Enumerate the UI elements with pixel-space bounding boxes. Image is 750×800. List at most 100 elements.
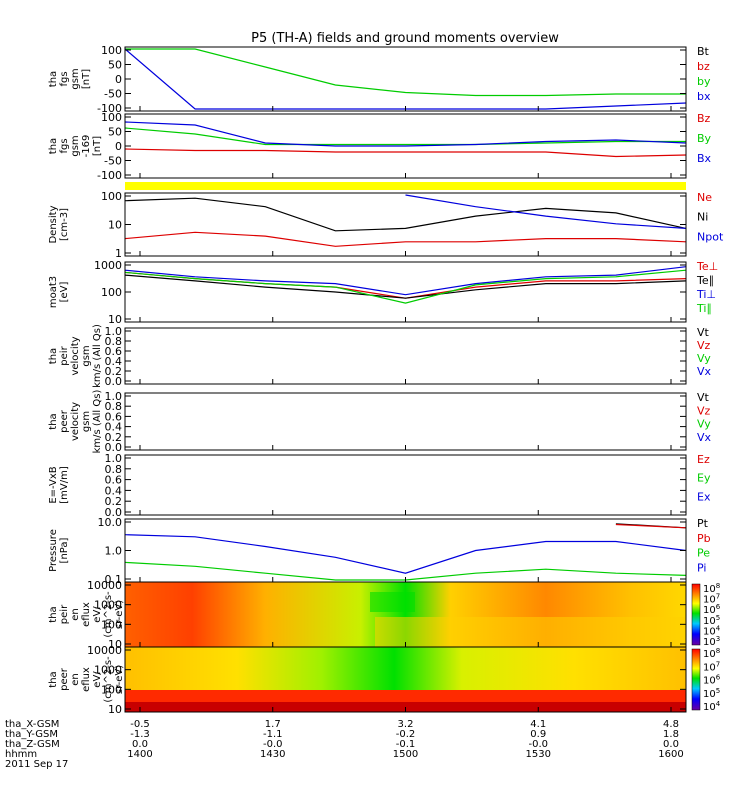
x-tick-label: 1.7 <box>265 719 281 730</box>
y-axis-label: [eV] <box>59 282 70 303</box>
y-tick-label: 50 <box>108 59 122 72</box>
x-tick-label: 1500 <box>393 749 418 760</box>
y-tick-label: 0.2 <box>105 365 123 378</box>
y-axis-label: [nT] <box>81 69 92 89</box>
y-axis-label: sr-eV) <box>114 665 125 694</box>
x-tick-label: -0.2 <box>396 729 416 740</box>
x-tick-label: -1.3 <box>130 729 150 740</box>
legend-entry: Pe <box>697 547 710 560</box>
y-tick-label: 0.0 <box>105 506 123 519</box>
legend-entry: Te⊥ <box>696 260 718 273</box>
series-line-Te∥ <box>124 274 687 299</box>
y-axis-label: gsm <box>81 411 92 432</box>
x-row-label: 2011 Sep 17 <box>5 759 68 770</box>
x-tick-label: -1.1 <box>263 729 283 740</box>
y-tick-label: 100 <box>101 44 122 57</box>
series-line-Bx <box>124 121 687 147</box>
colorbar-label: 104 <box>703 700 721 713</box>
y-tick-label: 100 <box>101 111 122 124</box>
chart-title: P5 (TH-A) fields and ground moments over… <box>251 31 559 46</box>
x-row-label: hhmm <box>5 749 37 760</box>
legend-entry: Te∥ <box>696 274 714 287</box>
legend-entry: bz <box>697 60 710 73</box>
legend-entry: Pb <box>697 532 711 545</box>
y-tick-label: 0.4 <box>105 355 123 368</box>
y-axis-label: (cm^2-s- <box>103 656 114 703</box>
y-axis-label: peir <box>59 604 70 624</box>
y-axis-label: en <box>70 673 81 686</box>
y-axis-label: tha <box>48 671 59 687</box>
y-tick-label: 100 <box>101 190 122 203</box>
legend-entry: Ti⊥ <box>696 288 716 301</box>
panel-frame-density <box>124 192 687 257</box>
y-tick-label: 0 <box>115 73 122 86</box>
y-axis-label: [nPa] <box>59 537 70 563</box>
y-axis-label: moat3 <box>48 276 59 308</box>
y-axis-label: tha <box>48 606 59 622</box>
y-tick-label: 0.8 <box>105 400 123 413</box>
y-tick-label: 100 <box>101 618 122 631</box>
legend-entry: Ex <box>697 490 711 503</box>
y-axis-label: velocity <box>70 336 81 375</box>
y-axis-label: gsm <box>70 135 81 156</box>
series-line-Bz <box>124 148 687 158</box>
x-row-label: tha_X-GSM <box>5 719 59 730</box>
y-tick-label: 100 <box>101 286 122 299</box>
y-axis-label: eflux <box>81 667 92 692</box>
y-tick-label: 0.2 <box>105 495 123 508</box>
legend-entry: Ez <box>697 453 710 466</box>
x-tick-label: -0.0 <box>528 739 548 750</box>
y-tick-label: 1.0 <box>105 545 123 558</box>
y-axis-label: tha <box>48 71 59 87</box>
y-tick-label: 1000 <box>94 259 122 272</box>
x-tick-label: 3.2 <box>398 719 414 730</box>
legend-entry: Vz <box>697 404 711 417</box>
y-tick-label: -50 <box>104 155 122 168</box>
y-axis-label: km/s (All Qs) <box>92 324 103 388</box>
y-tick-label: -50 <box>104 88 122 101</box>
legend-entry: Bt <box>697 45 710 58</box>
x-tick-label: 1530 <box>526 749 551 760</box>
legend-entry: Ne <box>697 191 712 204</box>
colorbar-9 <box>691 648 701 711</box>
legend-entry: Bz <box>697 112 711 125</box>
y-tick-label: 0.8 <box>105 463 123 476</box>
colorbar-label: 105 <box>703 687 720 700</box>
y-tick-label: 10 <box>108 219 122 232</box>
y-axis-label: eV/ <box>92 671 103 688</box>
y-tick-label: 0.0 <box>105 375 123 388</box>
colorbar-label: 108 <box>703 647 720 660</box>
y-axis-label: peer <box>59 667 70 691</box>
y-axis-label: gsm <box>70 68 81 89</box>
series-line-By <box>124 127 686 146</box>
legend-entry: By <box>697 132 712 145</box>
peir-spectrogram-low-band <box>375 617 686 647</box>
y-axis-label: fgs <box>59 138 70 153</box>
series-line-Ni <box>124 197 687 232</box>
y-axis-label: -169 <box>81 135 92 158</box>
y-axis-label: tha <box>48 348 59 364</box>
orbit-flag-bar <box>125 182 686 190</box>
y-axis-label: [mV/m] <box>59 466 70 504</box>
y-tick-label: -100 <box>97 169 122 182</box>
panel-frame-peir_vel <box>124 327 687 385</box>
y-tick-label: 0.6 <box>105 345 123 358</box>
panel-frame-temp <box>124 261 687 323</box>
y-axis-label: sr-eV) <box>114 600 125 629</box>
y-tick-label: 0 <box>115 140 122 153</box>
legend-entry: by <box>697 75 711 88</box>
y-tick-label: 0.6 <box>105 474 123 487</box>
colorbar-label: 107 <box>703 660 720 673</box>
peir-spectrogram-green-core <box>370 592 415 612</box>
x-tick-label: 1400 <box>127 749 152 760</box>
x-tick-label: 4.1 <box>530 719 546 730</box>
y-axis-label: eflux <box>81 602 92 627</box>
x-tick-label: -0.0 <box>263 739 283 750</box>
x-row-label: tha_Z-GSM <box>5 739 60 750</box>
y-tick-label: 1.0 <box>105 325 123 338</box>
panel-frame-fgs <box>124 46 687 112</box>
y-axis-label: peer <box>59 409 70 433</box>
y-tick-label: 10.0 <box>98 516 123 529</box>
x-tick-label: -0.1 <box>396 739 416 750</box>
y-tick-label: 0.4 <box>105 484 123 497</box>
